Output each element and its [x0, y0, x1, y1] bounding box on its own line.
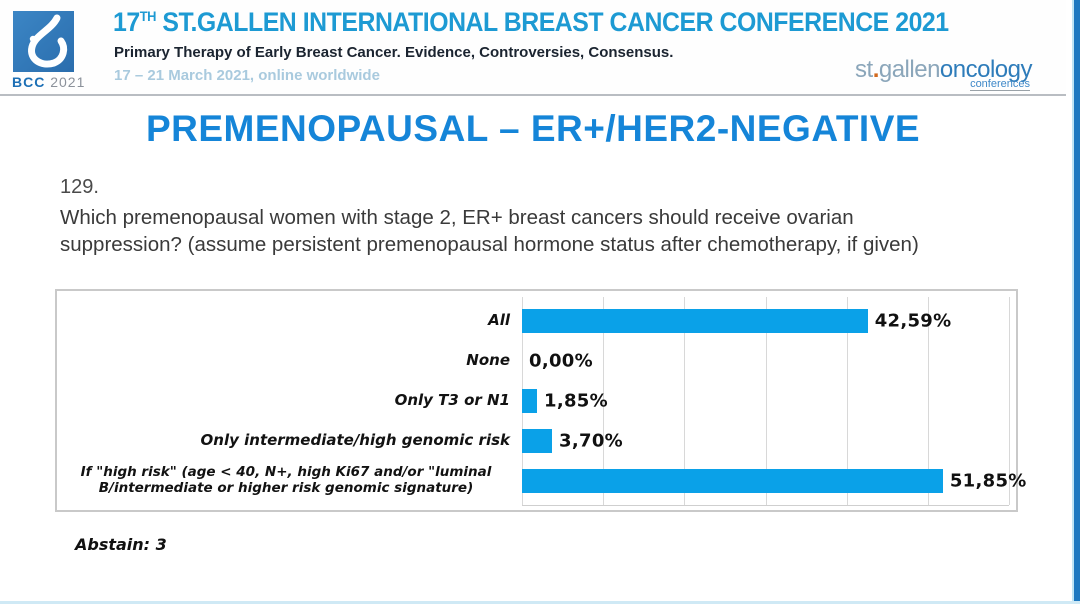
category-label: Only intermediate/high genomic risk [200, 431, 510, 450]
voting-bar-chart: All 42,59% None 0,00% Only T3 or N1 1,85% Only… [55, 289, 1027, 512]
category-label: None [466, 351, 510, 370]
drop-swoosh-icon [28, 14, 68, 68]
conference-title: 17TH ST.GALLEN INTERNATIONAL BREAST CANC… [113, 7, 949, 37]
gridline [684, 297, 686, 505]
orange-dot: . [872, 56, 880, 83]
chart-row: All 42,59% [57, 301, 1016, 341]
gridline [765, 297, 767, 505]
value-label: 1,85% [544, 390, 608, 412]
question-number: 129. [60, 176, 99, 198]
category-label: If "high risk" (age < 40, N+, high Ki67 … [80, 464, 492, 496]
bar [522, 429, 553, 453]
value-label: 51,85% [949, 470, 1027, 492]
value-label: 0,00% [529, 350, 593, 372]
chart-row: None 0,00% [57, 341, 1016, 381]
value-label: 42,59% [874, 310, 952, 332]
bar [522, 389, 538, 413]
screen-edge-strip [1072, 0, 1080, 604]
conference-subtitle: Primary Therapy of Early Breast Cancer. … [114, 44, 674, 61]
value-label: 3,70% [559, 430, 623, 452]
ordinal-sup: TH [139, 8, 157, 24]
category-label: Only T3 or N1 [394, 391, 510, 410]
bar [522, 469, 943, 493]
abstain-note: Abstain: 3 [75, 535, 167, 554]
gridline [846, 297, 848, 505]
stgallen-oncology-logo: st.gallenoncology [855, 56, 1032, 83]
page-title: PREMENOPAUSAL – ER+/HER2-NEGATIVE [145, 108, 921, 149]
bottom-edge-line [0, 601, 1080, 604]
category-label: All [488, 311, 510, 330]
bar [522, 309, 868, 333]
conference-header: BCC 2021 17TH ST.GALLEN INTERNATIONAL BR… [0, 0, 1066, 96]
bcc-logo-caption: BCC 2021 [12, 74, 85, 90]
chart-row: If "high risk" (age < 40, N+, high Ki67 … [57, 461, 1027, 501]
conferences-label: conferences [970, 78, 1030, 91]
question-text: Which premenopausal women with stage 2, … [60, 206, 919, 257]
gridline [1009, 297, 1010, 505]
bcc-text: BCC [12, 74, 46, 90]
chart-rows: All 42,59% None 0,00% Only T3 or N1 1,85% Only… [57, 291, 1027, 510]
bcc-logo [13, 11, 74, 72]
gridline [603, 297, 605, 505]
conference-dates: 17 – 21 March 2021, online worldwide [114, 67, 380, 84]
gridline [927, 297, 929, 505]
chart-row: Only intermediate/high genomic risk 3,70% [57, 421, 1016, 461]
chart-row: Only T3 or N1 1,85% [57, 381, 1016, 421]
bcc-year: 2021 [50, 74, 86, 90]
